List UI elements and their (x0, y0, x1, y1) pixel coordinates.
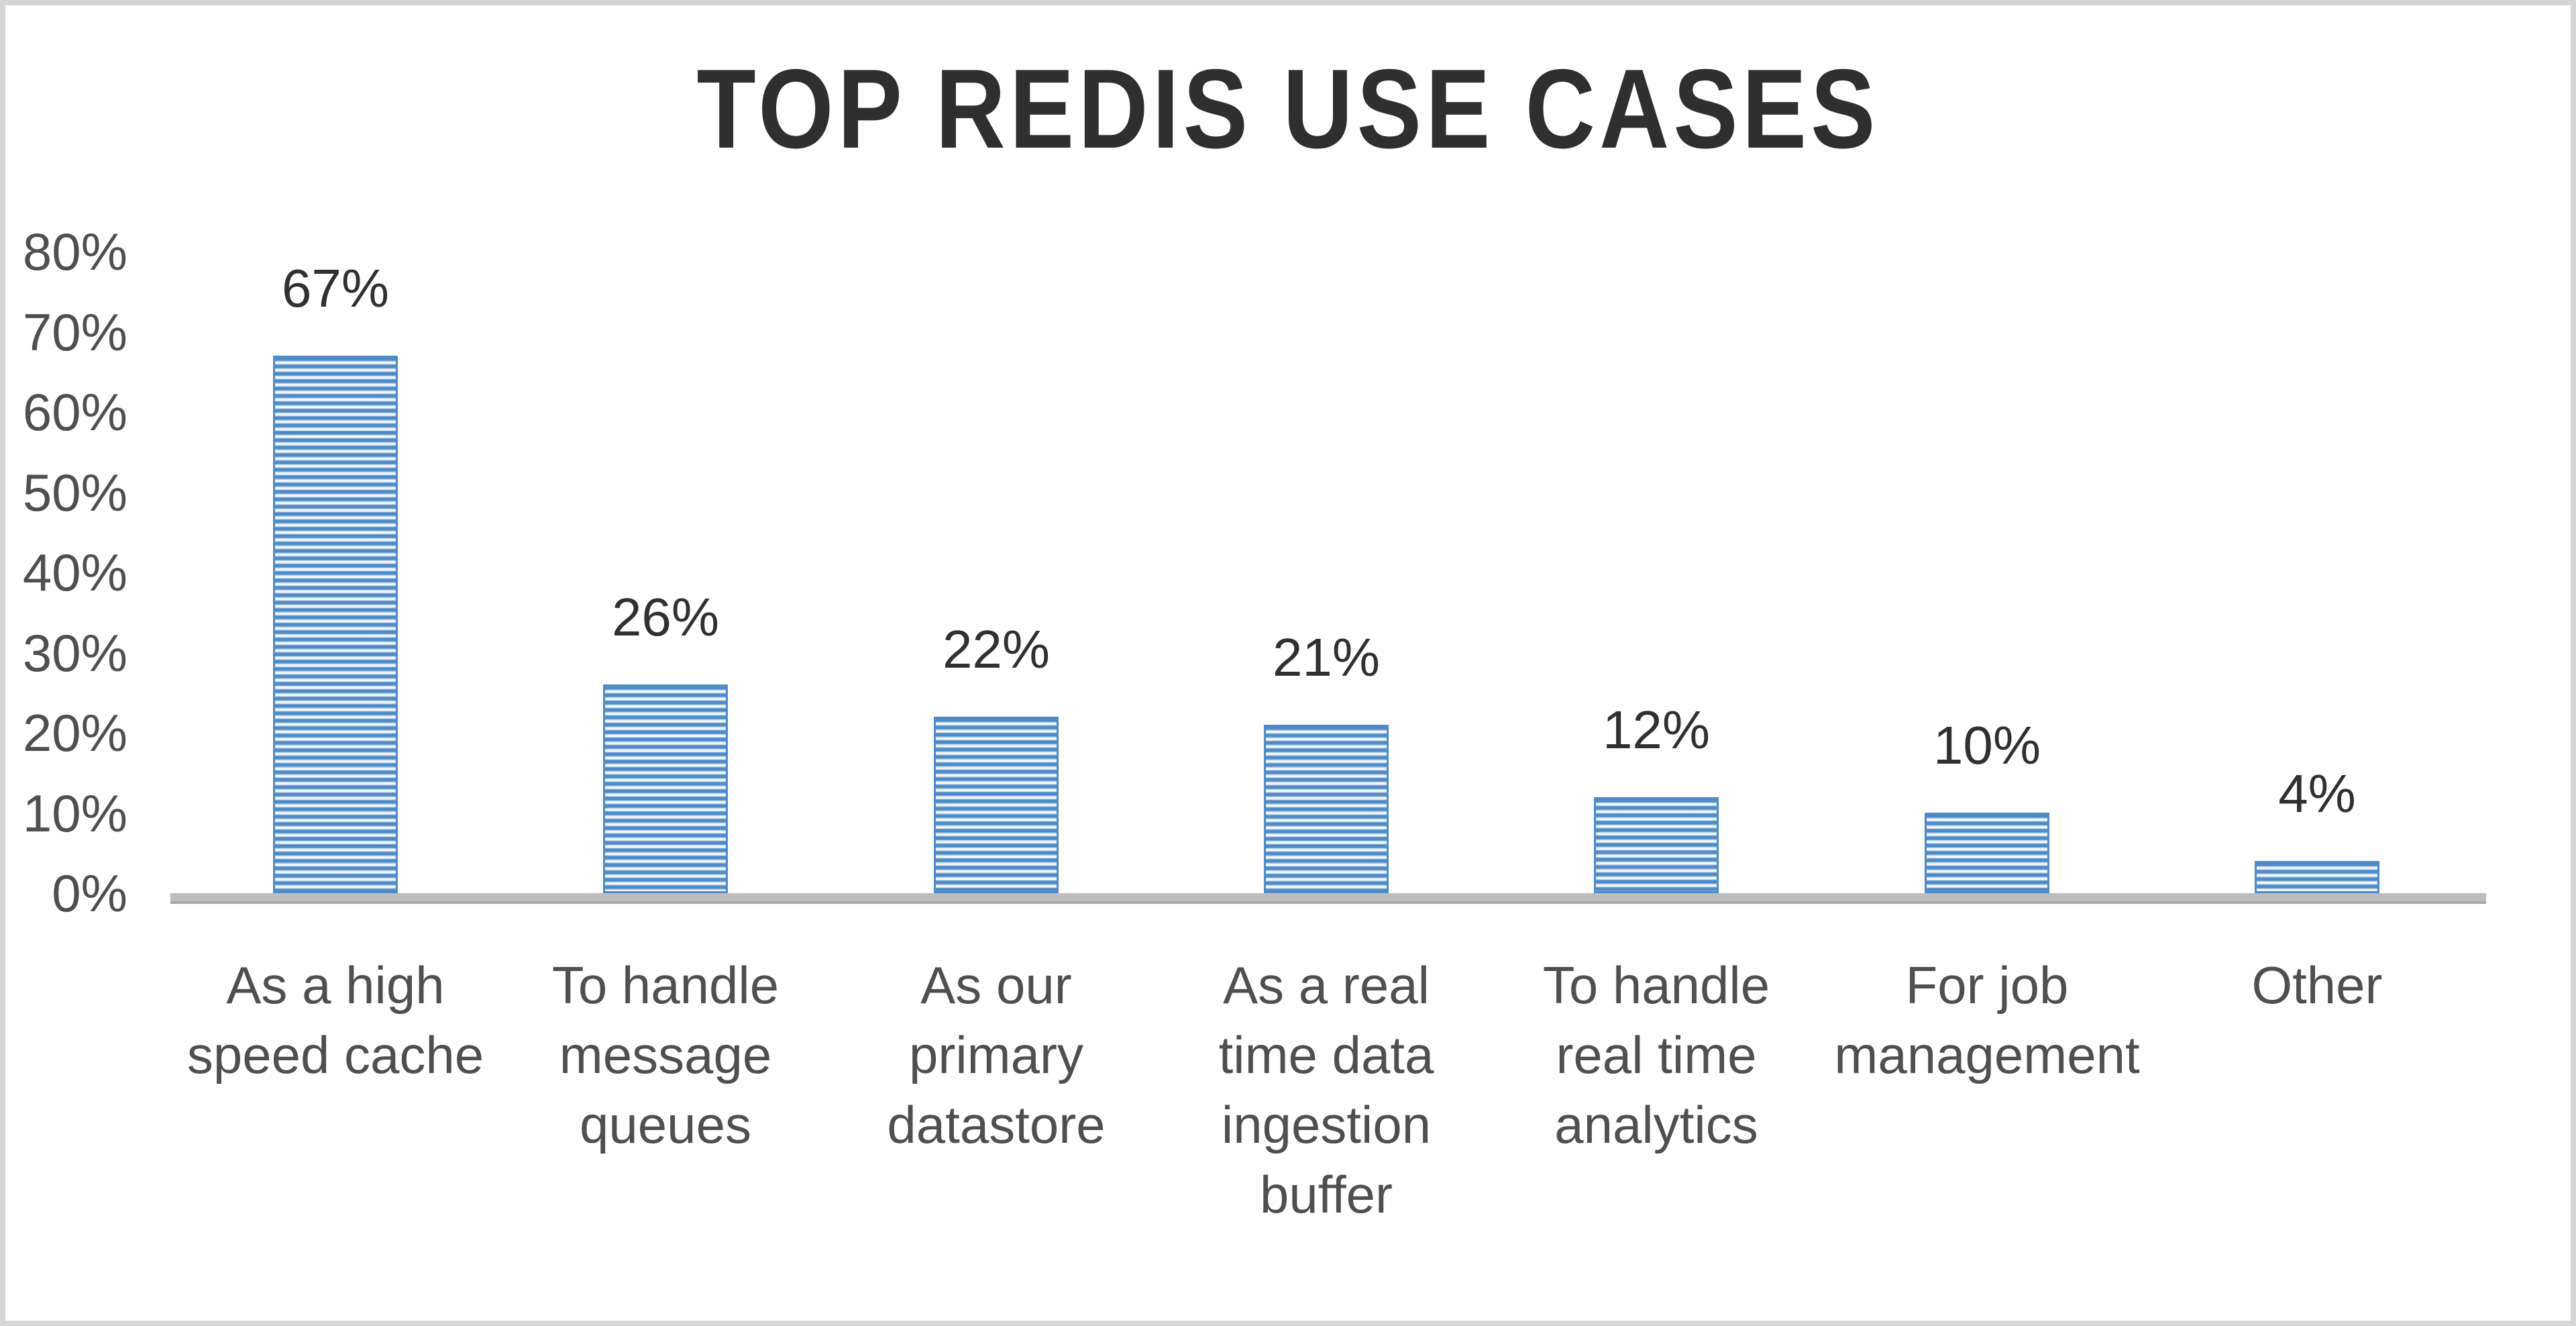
y-tick-label: 50% (22, 462, 127, 522)
bar-value-label: 22% (942, 619, 1051, 679)
bar (1264, 725, 1389, 893)
bar-value-label: 26% (611, 587, 720, 647)
bar-value-label: 21% (1272, 627, 1381, 687)
bar (603, 684, 728, 893)
x-tick-label: To handle message queues (551, 956, 780, 1154)
y-tick-label: 80% (22, 222, 127, 281)
x-tick-label: As a high speed cache (186, 956, 484, 1084)
bar-value-label: 10% (1933, 715, 2041, 775)
bar (934, 717, 1059, 893)
x-tick-label: As a real time data ingestion buffer (1218, 956, 1434, 1224)
y-tick-label: 70% (22, 302, 127, 362)
bar (2255, 861, 2379, 893)
bar-value-label: 4% (2278, 764, 2356, 823)
y-tick-label: 30% (22, 623, 127, 682)
bar-value-label: 12% (1602, 700, 1711, 760)
x-tick-label: Other (2251, 956, 2383, 1015)
x-tick-label: For job management (1834, 956, 2140, 1084)
y-tick-label: 0% (52, 864, 127, 923)
bar (273, 356, 398, 893)
y-tick-label: 10% (22, 783, 127, 843)
y-tick-label: 40% (22, 543, 127, 602)
bar-value-label: 67% (281, 258, 390, 318)
y-tick-label: 60% (22, 382, 127, 442)
chart-title: TOP REDIS USE CASES (696, 46, 1880, 172)
bar (1925, 813, 2049, 893)
x-tick-label: As our primary datastore (887, 956, 1106, 1154)
bar (1594, 797, 1719, 893)
x-axis-baseline (170, 893, 2486, 904)
x-tick-label: To handle real time analytics (1542, 956, 1770, 1154)
y-tick-label: 20% (22, 703, 127, 762)
